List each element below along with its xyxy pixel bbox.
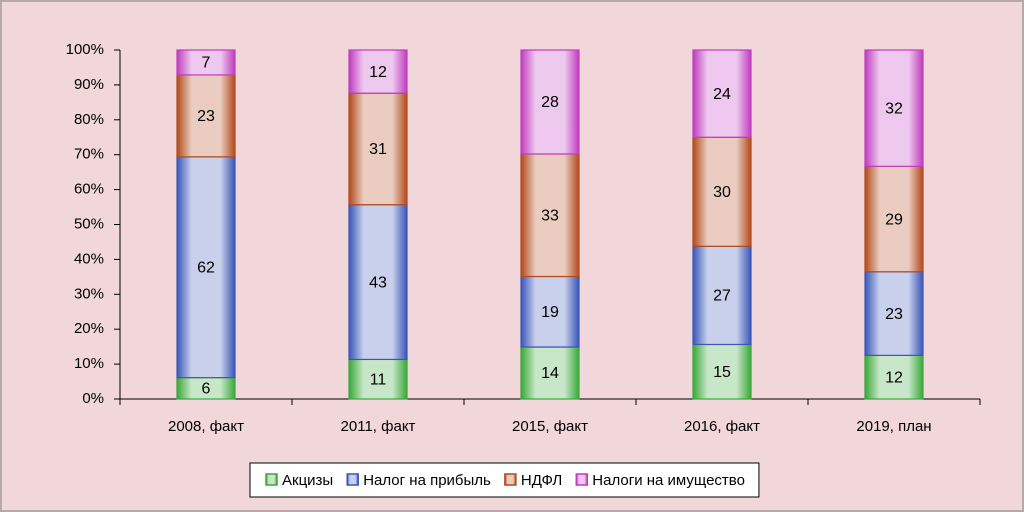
data-label: 31 xyxy=(369,141,387,158)
y-tick-label: 10% xyxy=(74,355,104,372)
data-label: 27 xyxy=(713,288,731,305)
data-label: 62 xyxy=(197,259,215,276)
y-tick-label: 30% xyxy=(74,285,104,302)
bar-segment xyxy=(864,354,924,400)
legend-label: Акцизы xyxy=(282,472,333,489)
data-label: 43 xyxy=(369,274,387,291)
bar-segment xyxy=(348,92,408,206)
bar-segment xyxy=(176,49,236,76)
bar-segment xyxy=(864,49,924,167)
y-tick-label: 40% xyxy=(74,250,104,267)
bar-segment xyxy=(176,156,236,379)
legend-swatch xyxy=(504,473,517,486)
data-label: 15 xyxy=(713,364,731,381)
legend-label: Налоги на имущество xyxy=(592,472,745,489)
bar-segment xyxy=(520,153,580,278)
y-tick-label: 100% xyxy=(66,41,104,58)
x-tick-label: 2008, факт xyxy=(168,418,244,435)
legend-swatch xyxy=(265,473,278,486)
data-label: 30 xyxy=(713,184,731,201)
x-tick-label: 2015, факт xyxy=(512,418,588,435)
bar-segment xyxy=(692,343,752,400)
y-tick-label: 70% xyxy=(74,146,104,163)
data-label: 14 xyxy=(541,365,559,382)
x-tick-label: 2019, план xyxy=(856,418,931,435)
legend-label: Налог на прибыль xyxy=(363,472,491,489)
y-tick-label: 90% xyxy=(74,76,104,93)
bar-segment xyxy=(520,346,580,400)
y-tick-label: 50% xyxy=(74,215,104,232)
legend-swatch xyxy=(575,473,589,486)
data-label: 12 xyxy=(369,64,387,81)
data-label: 28 xyxy=(541,94,559,111)
y-tick-label: 60% xyxy=(74,181,104,198)
bar-segment xyxy=(692,136,752,247)
y-tick-label: 80% xyxy=(74,111,104,128)
bar-segment xyxy=(692,49,752,138)
legend-swatch xyxy=(346,473,359,486)
bar-segment xyxy=(348,49,408,94)
y-tick-label: 0% xyxy=(82,390,104,407)
bar-segment xyxy=(692,245,752,346)
bar-segment xyxy=(520,49,580,155)
bar-segment xyxy=(864,165,924,273)
x-tick-label: 2016, факт xyxy=(684,418,760,435)
data-label: 11 xyxy=(370,371,387,388)
bar-segment xyxy=(348,358,408,400)
data-label: 33 xyxy=(541,207,559,224)
data-label: 32 xyxy=(885,100,903,117)
y-tick-label: 20% xyxy=(74,320,104,337)
data-label: 19 xyxy=(541,304,559,321)
legend-label: НДФЛ xyxy=(521,472,562,489)
x-tick-label: 2011, факт xyxy=(341,418,416,435)
bar-segment xyxy=(864,271,924,356)
legend: Акцизы Налог на прибыль НДФЛ Налоги на имущ… xyxy=(249,462,760,498)
data-label: 29 xyxy=(885,211,903,228)
data-label: 24 xyxy=(713,86,731,103)
data-label: 12 xyxy=(885,369,903,386)
data-label: 7 xyxy=(202,55,211,72)
bar-segment xyxy=(176,74,236,158)
data-label: 23 xyxy=(885,306,903,323)
data-label: 23 xyxy=(197,108,215,125)
data-label: 6 xyxy=(202,381,211,398)
